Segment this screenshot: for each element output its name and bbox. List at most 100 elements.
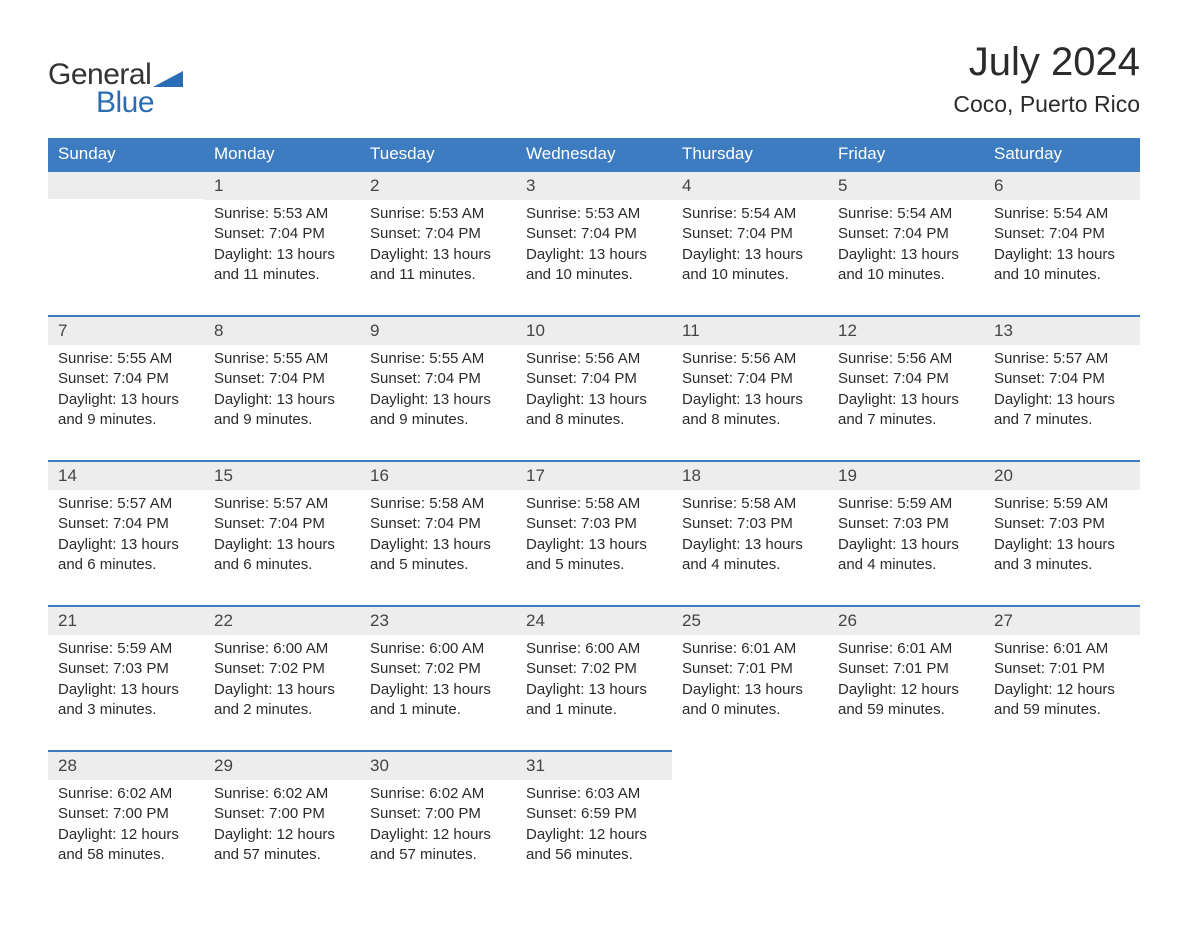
daylight-line: Daylight: 13 hours and 4 minutes.: [682, 535, 818, 576]
sunset-line: Sunset: 7:03 PM: [682, 514, 818, 534]
day-content: Sunrise: 5:58 AMSunset: 7:03 PMDaylight:…: [672, 490, 828, 605]
day-cell: [48, 170, 204, 315]
day-number: 16: [360, 460, 516, 490]
sunset-line: Sunset: 7:00 PM: [214, 804, 350, 824]
daylight-line: Daylight: 13 hours and 10 minutes.: [994, 245, 1130, 286]
day-cell: 28Sunrise: 6:02 AMSunset: 7:00 PMDayligh…: [48, 750, 204, 895]
sunset-line: Sunset: 7:04 PM: [682, 369, 818, 389]
day-number: 18: [672, 460, 828, 490]
sunrise-line: Sunrise: 5:58 AM: [526, 494, 662, 514]
sunrise-line: Sunrise: 6:03 AM: [526, 784, 662, 804]
day-content: Sunrise: 5:53 AMSunset: 7:04 PMDaylight:…: [516, 200, 672, 315]
day-number: 28: [48, 750, 204, 780]
sunset-line: Sunset: 7:04 PM: [682, 224, 818, 244]
sunrise-line: Sunrise: 5:57 AM: [214, 494, 350, 514]
sunset-line: Sunset: 7:04 PM: [58, 514, 194, 534]
day-content-empty: [48, 199, 204, 307]
day-number: 17: [516, 460, 672, 490]
daylight-line: Daylight: 13 hours and 9 minutes.: [370, 390, 506, 431]
sunrise-line: Sunrise: 5:59 AM: [994, 494, 1130, 514]
day-number: 2: [360, 170, 516, 200]
sunrise-line: Sunrise: 6:02 AM: [214, 784, 350, 804]
sunrise-line: Sunrise: 6:00 AM: [526, 639, 662, 659]
day-header: Sunday: [48, 138, 204, 170]
sunrise-line: Sunrise: 5:58 AM: [370, 494, 506, 514]
day-cell: 20Sunrise: 5:59 AMSunset: 7:03 PMDayligh…: [984, 460, 1140, 605]
sunrise-line: Sunrise: 5:55 AM: [58, 349, 194, 369]
day-number: 1: [204, 170, 360, 200]
day-cell: 30Sunrise: 6:02 AMSunset: 7:00 PMDayligh…: [360, 750, 516, 895]
day-number: 9: [360, 315, 516, 345]
day-content: Sunrise: 5:55 AMSunset: 7:04 PMDaylight:…: [48, 345, 204, 460]
daylight-line: Daylight: 13 hours and 10 minutes.: [682, 245, 818, 286]
day-number: 11: [672, 315, 828, 345]
daylight-line: Daylight: 13 hours and 7 minutes.: [994, 390, 1130, 431]
day-number: 5: [828, 170, 984, 200]
daylight-line: Daylight: 13 hours and 5 minutes.: [526, 535, 662, 576]
day-number: 12: [828, 315, 984, 345]
day-header: Monday: [204, 138, 360, 170]
day-content: Sunrise: 6:02 AMSunset: 7:00 PMDaylight:…: [48, 780, 204, 895]
daylight-line: Daylight: 12 hours and 57 minutes.: [214, 825, 350, 866]
sunset-line: Sunset: 7:04 PM: [838, 369, 974, 389]
sunset-line: Sunset: 7:02 PM: [214, 659, 350, 679]
daylight-line: Daylight: 13 hours and 1 minute.: [370, 680, 506, 721]
daylight-line: Daylight: 13 hours and 8 minutes.: [526, 390, 662, 431]
daylight-line: Daylight: 13 hours and 6 minutes.: [214, 535, 350, 576]
day-header: Thursday: [672, 138, 828, 170]
day-cell: 13Sunrise: 5:57 AMSunset: 7:04 PMDayligh…: [984, 315, 1140, 460]
day-content: Sunrise: 5:56 AMSunset: 7:04 PMDaylight:…: [672, 345, 828, 460]
week-row: 1Sunrise: 5:53 AMSunset: 7:04 PMDaylight…: [48, 170, 1140, 315]
daylight-line: Daylight: 13 hours and 6 minutes.: [58, 535, 194, 576]
sunrise-line: Sunrise: 5:54 AM: [994, 204, 1130, 224]
day-cell: [828, 750, 984, 895]
day-content: Sunrise: 5:55 AMSunset: 7:04 PMDaylight:…: [360, 345, 516, 460]
day-number: 13: [984, 315, 1140, 345]
day-content: Sunrise: 5:59 AMSunset: 7:03 PMDaylight:…: [48, 635, 204, 750]
week-row: 7Sunrise: 5:55 AMSunset: 7:04 PMDaylight…: [48, 315, 1140, 460]
week-row: 21Sunrise: 5:59 AMSunset: 7:03 PMDayligh…: [48, 605, 1140, 750]
sunrise-line: Sunrise: 5:56 AM: [838, 349, 974, 369]
day-content: Sunrise: 5:54 AMSunset: 7:04 PMDaylight:…: [828, 200, 984, 315]
calendar-table: Sunday Monday Tuesday Wednesday Thursday…: [48, 138, 1140, 895]
day-header: Wednesday: [516, 138, 672, 170]
day-cell: 4Sunrise: 5:54 AMSunset: 7:04 PMDaylight…: [672, 170, 828, 315]
day-content: Sunrise: 6:00 AMSunset: 7:02 PMDaylight:…: [516, 635, 672, 750]
sunrise-line: Sunrise: 5:53 AM: [526, 204, 662, 224]
day-content: Sunrise: 5:54 AMSunset: 7:04 PMDaylight:…: [984, 200, 1140, 315]
daylight-line: Daylight: 12 hours and 58 minutes.: [58, 825, 194, 866]
sunrise-line: Sunrise: 6:01 AM: [682, 639, 818, 659]
day-content: Sunrise: 6:01 AMSunset: 7:01 PMDaylight:…: [672, 635, 828, 750]
sunset-line: Sunset: 7:04 PM: [370, 369, 506, 389]
sunset-line: Sunset: 7:01 PM: [838, 659, 974, 679]
day-cell: 9Sunrise: 5:55 AMSunset: 7:04 PMDaylight…: [360, 315, 516, 460]
day-number: 6: [984, 170, 1140, 200]
day-cell: 18Sunrise: 5:58 AMSunset: 7:03 PMDayligh…: [672, 460, 828, 605]
day-cell: 2Sunrise: 5:53 AMSunset: 7:04 PMDaylight…: [360, 170, 516, 315]
day-cell: 23Sunrise: 6:00 AMSunset: 7:02 PMDayligh…: [360, 605, 516, 750]
day-number-empty: [48, 170, 204, 199]
day-number: 7: [48, 315, 204, 345]
sunset-line: Sunset: 7:04 PM: [526, 369, 662, 389]
day-number: 23: [360, 605, 516, 635]
day-content: Sunrise: 5:54 AMSunset: 7:04 PMDaylight:…: [672, 200, 828, 315]
day-cell: 1Sunrise: 5:53 AMSunset: 7:04 PMDaylight…: [204, 170, 360, 315]
day-content: Sunrise: 6:01 AMSunset: 7:01 PMDaylight:…: [984, 635, 1140, 750]
sunset-line: Sunset: 7:04 PM: [838, 224, 974, 244]
day-number: 30: [360, 750, 516, 780]
sunrise-line: Sunrise: 5:59 AM: [58, 639, 194, 659]
day-cell: 19Sunrise: 5:59 AMSunset: 7:03 PMDayligh…: [828, 460, 984, 605]
daylight-line: Daylight: 13 hours and 9 minutes.: [58, 390, 194, 431]
daylight-line: Daylight: 13 hours and 11 minutes.: [370, 245, 506, 286]
week-row: 28Sunrise: 6:02 AMSunset: 7:00 PMDayligh…: [48, 750, 1140, 895]
day-number: 15: [204, 460, 360, 490]
sunset-line: Sunset: 7:01 PM: [682, 659, 818, 679]
day-number: 19: [828, 460, 984, 490]
sunrise-line: Sunrise: 5:54 AM: [682, 204, 818, 224]
daylight-line: Daylight: 12 hours and 56 minutes.: [526, 825, 662, 866]
day-cell: 22Sunrise: 6:00 AMSunset: 7:02 PMDayligh…: [204, 605, 360, 750]
location: Coco, Puerto Rico: [953, 91, 1140, 118]
day-content: Sunrise: 5:56 AMSunset: 7:04 PMDaylight:…: [828, 345, 984, 460]
daylight-line: Daylight: 12 hours and 59 minutes.: [994, 680, 1130, 721]
day-cell: 12Sunrise: 5:56 AMSunset: 7:04 PMDayligh…: [828, 315, 984, 460]
